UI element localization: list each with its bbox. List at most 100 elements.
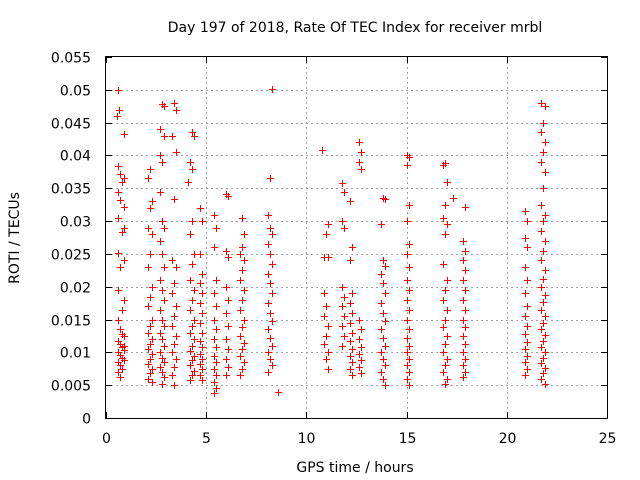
data-point	[223, 336, 230, 343]
y-tick-label: 0.035	[51, 182, 91, 198]
data-point	[321, 290, 328, 297]
data-point	[442, 362, 449, 369]
data-point	[321, 313, 328, 320]
data-point	[524, 218, 531, 225]
data-point	[542, 313, 549, 320]
data-point	[404, 218, 411, 225]
data-point	[213, 372, 220, 379]
data-point	[225, 364, 232, 371]
data-point	[404, 277, 411, 284]
data-point	[349, 330, 356, 337]
data-point	[380, 356, 387, 363]
data-point	[540, 218, 547, 225]
data-point	[442, 317, 449, 324]
data-point	[115, 317, 122, 324]
data-point	[213, 277, 220, 284]
data-point	[349, 310, 356, 317]
data-point	[339, 218, 346, 225]
data-point	[189, 166, 196, 173]
data-point	[115, 287, 122, 294]
data-point	[147, 166, 154, 173]
data-point	[356, 364, 363, 371]
data-point	[189, 372, 196, 379]
data-point	[187, 277, 194, 284]
data-point	[265, 212, 272, 219]
data-point	[161, 103, 168, 110]
data-point	[265, 241, 272, 248]
data-point	[382, 196, 389, 203]
data-point	[237, 307, 244, 314]
data-point	[440, 349, 447, 356]
data-point	[356, 336, 363, 343]
data-point	[149, 366, 156, 373]
data-point	[157, 152, 164, 159]
data-point	[147, 370, 154, 377]
data-point	[169, 290, 176, 297]
data-point	[171, 364, 178, 371]
axis-ticks	[106, 57, 608, 419]
data-point	[538, 129, 545, 136]
data-point	[378, 221, 385, 228]
data-points	[114, 86, 549, 397]
data-point	[444, 376, 451, 383]
data-point	[211, 290, 218, 297]
data-point	[325, 366, 332, 373]
data-point	[349, 359, 356, 366]
data-point	[540, 120, 547, 127]
data-point	[267, 310, 274, 317]
x-tick-label: 20	[499, 431, 517, 447]
data-point	[522, 359, 529, 366]
data-point	[404, 251, 411, 258]
data-point	[380, 335, 387, 342]
data-point	[265, 326, 272, 333]
data-point	[213, 344, 220, 351]
data-point	[540, 338, 547, 345]
data-point	[121, 175, 128, 182]
data-point	[159, 159, 166, 166]
data-point	[211, 366, 218, 373]
data-point	[442, 381, 449, 388]
data-point	[406, 356, 413, 363]
data-point	[159, 381, 166, 388]
data-point	[213, 326, 220, 333]
data-point	[378, 326, 385, 333]
data-point	[542, 267, 549, 274]
data-point	[380, 376, 387, 383]
data-point	[347, 198, 354, 205]
data-point	[145, 346, 152, 353]
data-point	[265, 349, 272, 356]
data-point	[323, 231, 330, 238]
data-point	[440, 324, 447, 331]
y-axis-tick-labels: 0 0.005 0.01 0.015 0.02 0.025 0.03 0.035 0.04 0.0…	[51, 51, 91, 428]
data-point	[325, 349, 332, 356]
data-point	[542, 238, 549, 245]
data-point	[157, 238, 164, 245]
data-point	[199, 330, 206, 337]
x-tick-label: 5	[202, 431, 211, 447]
data-point	[197, 351, 204, 358]
data-point	[121, 131, 128, 138]
data-point	[269, 343, 276, 350]
data-point	[115, 369, 122, 376]
data-point	[157, 364, 164, 371]
data-point	[524, 303, 531, 310]
data-point	[538, 284, 545, 291]
data-point	[522, 313, 529, 320]
data-point	[339, 303, 346, 310]
data-point	[404, 162, 411, 169]
data-point	[187, 377, 194, 384]
data-point	[145, 303, 152, 310]
data-point	[349, 346, 356, 353]
data-point	[145, 361, 152, 368]
x-axis-tick-labels: 0 5 10 15 20 25	[102, 431, 616, 447]
data-point	[522, 290, 529, 297]
x-tick-label: 0	[102, 431, 111, 447]
data-point	[187, 231, 194, 238]
y-tick-label: 0.01	[60, 346, 91, 362]
data-point	[442, 231, 449, 238]
data-point	[341, 313, 348, 320]
data-point	[442, 202, 449, 209]
data-point	[462, 356, 469, 363]
data-point	[444, 277, 451, 284]
data-point	[267, 356, 274, 363]
